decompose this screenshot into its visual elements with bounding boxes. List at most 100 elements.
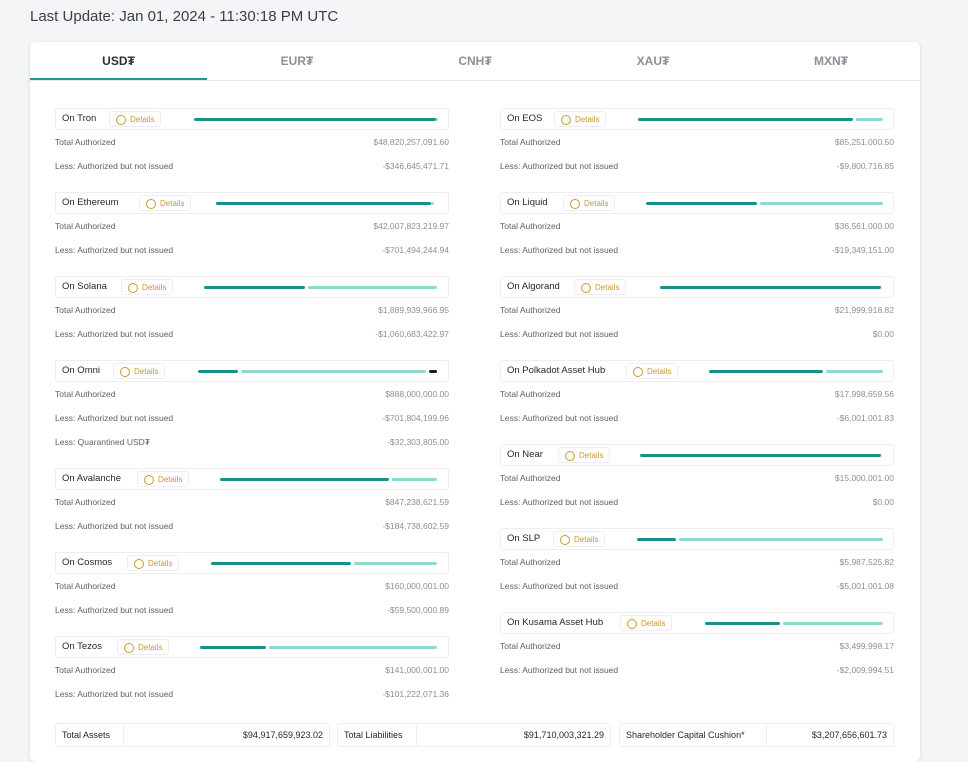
row-label: Total Authorized	[55, 581, 116, 591]
chain-name: On Kusama Asset Hub	[507, 617, 604, 628]
details-button[interactable]: Details	[558, 447, 611, 463]
details-button[interactable]: Details	[620, 615, 673, 631]
chain-name: On Solana	[62, 281, 107, 292]
total-value: $3,207,656,601.73	[811, 730, 887, 740]
row-value: $1,889,939,966.95	[378, 305, 449, 315]
row-value: -$101,222,071.36	[382, 689, 449, 699]
row-value: $160,000,001.00	[385, 581, 449, 591]
row-label: Total Authorized	[55, 497, 116, 507]
chain-name: On Cosmos	[62, 557, 113, 568]
details-button[interactable]: Details	[137, 471, 190, 487]
last-update: Last Update: Jan 01, 2024 - 11:30:18 PM …	[30, 8, 339, 25]
chain-header: On Solana Details	[55, 276, 449, 298]
tab[interactable]: XAU₮	[636, 54, 670, 68]
bar-segment	[194, 118, 436, 121]
row-label: Total Authorized	[500, 305, 561, 315]
details-button[interactable]: Details	[554, 111, 607, 127]
bar-segment	[783, 622, 883, 625]
bar-segment	[660, 286, 881, 289]
tab[interactable]: USD₮	[30, 42, 207, 80]
divider	[123, 724, 124, 746]
total-label: Shareholder Capital Cushion*	[626, 730, 745, 740]
row-label: Less: Authorized but not issued	[55, 605, 174, 615]
row-value: -$701,804,199.96	[382, 413, 449, 423]
row-label: Total Authorized	[55, 305, 116, 315]
tab[interactable]: CNH₮	[458, 54, 492, 68]
row-value: $21,999,918.82	[834, 305, 894, 315]
row-value: $5,987,525.82	[839, 557, 894, 567]
bar-segment	[826, 370, 883, 373]
row-value: -$19,349,151.00	[832, 245, 894, 255]
tab[interactable]: EUR₮	[280, 54, 314, 68]
row-value: $0.00	[872, 329, 894, 339]
row-label: Less: Authorized but not issued	[55, 413, 174, 423]
chain-header: On Cosmos Details	[55, 552, 449, 574]
bar-segment	[308, 286, 437, 289]
row-value: -$9,800,716.85	[836, 161, 894, 171]
chain-name: On SLP	[507, 533, 541, 544]
total-box: Shareholder Capital Cushion* $3,207,656,6…	[619, 723, 894, 747]
row-label: Less: Quarantined USD₮	[55, 437, 150, 447]
details-button[interactable]: Details	[626, 363, 679, 379]
row-value: $36,561,000.00	[834, 221, 894, 231]
chain-name: On Tron	[62, 113, 97, 124]
details-button[interactable]: Details	[139, 195, 192, 211]
row-label: Total Authorized	[55, 665, 116, 675]
chain-header: On Ethereum Details	[55, 192, 449, 214]
bar-segment	[709, 370, 823, 373]
details-button[interactable]: Details	[553, 531, 606, 547]
row-label: Total Authorized	[500, 641, 561, 651]
row-value: -$1,060,683,422.97	[375, 329, 449, 339]
chain-header: On Algorand Details	[500, 276, 894, 298]
details-button[interactable]: Details	[109, 111, 162, 127]
details-button[interactable]: Details	[127, 555, 180, 571]
details-button[interactable]: Details	[117, 639, 170, 655]
row-label: Less: Authorized but not issued	[500, 497, 619, 507]
bar-segment	[640, 454, 881, 457]
row-label: Less: Authorized but not issued	[55, 329, 174, 339]
bar-segment	[705, 622, 780, 625]
row-value: -$346,645,471.71	[382, 161, 449, 171]
chain-name: On Algorand	[507, 281, 560, 292]
details-button[interactable]: Details	[121, 279, 174, 295]
row-label: Less: Authorized but not issued	[500, 329, 619, 339]
chain-header: On SLP Details	[500, 528, 894, 550]
row-value: -$2,009,994.51	[836, 665, 894, 675]
row-label: Less: Authorized but not issued	[55, 689, 174, 699]
total-box: Total Assets $94,917,659,923.02	[55, 723, 330, 747]
details-button[interactable]: Details	[574, 279, 627, 295]
row-value: -$701,494,244.94	[382, 245, 449, 255]
chain-header: On Tezos Details	[55, 636, 449, 658]
row-label: Total Authorized	[500, 221, 561, 231]
bar-segment	[637, 538, 676, 541]
row-label: Less: Authorized but not issued	[500, 413, 619, 423]
bar-segment	[269, 646, 437, 649]
row-label: Less: Authorized but not issued	[500, 581, 619, 591]
chain-header: On Tron Details	[55, 108, 449, 130]
bar-segment	[760, 202, 883, 205]
chain-name: On Avalanche	[62, 473, 121, 484]
chain-header: On EOS Details	[500, 108, 894, 130]
bar-segment	[638, 118, 853, 121]
bar-segment	[211, 562, 351, 565]
chain-header: On Polkadot Asset Hub Details	[500, 360, 894, 382]
row-value: -$6,001,001.83	[836, 413, 894, 423]
chain-name: On Omni	[62, 365, 101, 376]
chain-header: On Avalanche Details	[55, 468, 449, 490]
row-label: Less: Authorized but not issued	[55, 521, 174, 531]
bar-segment	[436, 118, 438, 121]
row-label: Total Authorized	[500, 137, 561, 147]
details-button[interactable]: Details	[113, 363, 166, 379]
bar-segment	[856, 118, 883, 121]
row-label: Total Authorized	[55, 137, 116, 147]
bar-segment	[431, 202, 434, 205]
total-label: Total Assets	[62, 730, 111, 740]
tab[interactable]: MXN₮	[814, 54, 848, 68]
bar-segment	[198, 370, 238, 373]
divider	[766, 724, 767, 746]
row-value: $888,000,000.00	[385, 389, 449, 399]
row-value: $17,998,659.56	[834, 389, 894, 399]
row-value: -$59,500,000.89	[387, 605, 449, 615]
details-button[interactable]: Details	[563, 195, 616, 211]
